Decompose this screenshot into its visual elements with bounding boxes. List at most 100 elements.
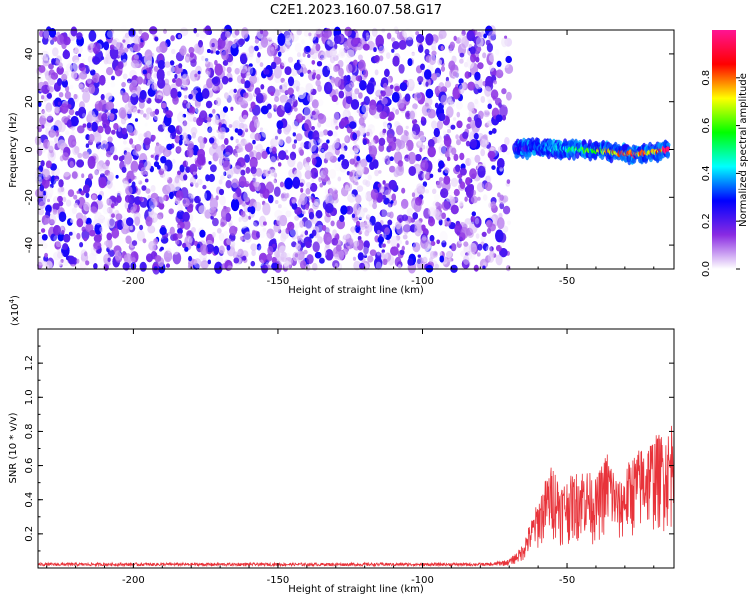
- heatmap-cell: [495, 48, 500, 56]
- heatmap-cell: [163, 28, 167, 34]
- heatmap-cell: [412, 212, 419, 220]
- heatmap-cell: [415, 31, 420, 36]
- heatmap-cell: [230, 106, 234, 111]
- heatmap-cell: [293, 139, 297, 144]
- heatmap-cell: [109, 112, 115, 122]
- heatmap-cell: [339, 215, 345, 222]
- heatmap-cell: [74, 45, 83, 54]
- heatmap-cell: [312, 262, 318, 271]
- heatmap-cell: [62, 166, 71, 177]
- heatmap-cell: [394, 256, 402, 267]
- heatmap-cell: [411, 192, 416, 198]
- heatmap-cell: [311, 229, 317, 237]
- heatmap-cell: [58, 179, 64, 188]
- heatmap-cell: [79, 242, 84, 248]
- heatmap-cell: [163, 171, 170, 181]
- heatmap-cell: [376, 251, 381, 256]
- heatmap-cell: [257, 52, 261, 58]
- heatmap-cell: [130, 59, 140, 69]
- heatmap-cell: [458, 78, 464, 85]
- heatmap-cell: [224, 92, 229, 99]
- heatmap-cell: [177, 203, 183, 212]
- heatmap-cell: [58, 261, 63, 267]
- heatmap-cell: [124, 32, 130, 39]
- heatmap-cell: [336, 138, 340, 144]
- chart-title: C2E1.2023.160.07.58.G17: [270, 3, 442, 18]
- heatmap-cell: [288, 238, 293, 244]
- heatmap-cell: [388, 141, 397, 151]
- heatmap-cell: [69, 84, 74, 90]
- heatmap-cell: [416, 34, 425, 43]
- heatmap-cell: [174, 175, 180, 184]
- heatmap-cell: [305, 220, 312, 229]
- heatmap-cell: [99, 226, 104, 232]
- heatmap-cell: [448, 47, 453, 54]
- heatmap-cell: [342, 248, 349, 256]
- heatmap-cell: [166, 263, 170, 268]
- heatmap-cell: [506, 179, 511, 185]
- heatmap-cell: [436, 120, 443, 130]
- heatmap-cell: [486, 52, 494, 61]
- heatmap-cell: [91, 169, 99, 179]
- heatmap-cell: [164, 247, 168, 252]
- heatmap-cell: [133, 212, 142, 226]
- heatmap-cell: [366, 131, 370, 137]
- heatmap-cell: [484, 85, 492, 97]
- heatmap-cell: [336, 244, 342, 252]
- heatmap-cell: [422, 144, 426, 150]
- heatmap-cell: [241, 202, 246, 207]
- heatmap-cell: [166, 143, 173, 151]
- heatmap-cell: [327, 63, 332, 71]
- heatmap-cell: [165, 110, 173, 119]
- heatmap-cell: [239, 64, 248, 74]
- heatmap-cell: [459, 202, 464, 209]
- heatmap-cell: [239, 236, 244, 241]
- heatmap-cell: [493, 256, 498, 263]
- heatmap-cell: [344, 184, 349, 191]
- heatmap-cell: [456, 231, 460, 236]
- heatmap-cell: [328, 168, 337, 179]
- heatmap-cell: [431, 45, 436, 52]
- heatmap-cell: [439, 57, 445, 65]
- heatmap-cell: [91, 194, 97, 200]
- heatmap-cell: [274, 209, 283, 219]
- heatmap-cell: [439, 255, 445, 263]
- heatmap-cell: [76, 159, 84, 168]
- heatmap-cell: [88, 173, 94, 180]
- heatmap-cell: [475, 233, 480, 239]
- heatmap-cell: [78, 83, 85, 91]
- heatmap-cell: [103, 41, 110, 51]
- heatmap-cell: [104, 241, 109, 246]
- heatmap-cell: [182, 197, 190, 208]
- heatmap-cell: [212, 108, 216, 114]
- heatmap-cell: [376, 104, 383, 113]
- heatmap-cell: [204, 209, 212, 219]
- heatmap-cell: [419, 147, 423, 153]
- heatmap-cell: [77, 152, 83, 159]
- heatmap-cell: [50, 72, 59, 80]
- heatmap-cell: [317, 236, 323, 244]
- heatmap-cell: [133, 43, 141, 52]
- heatmap-cell: [273, 186, 281, 197]
- heatmap-cell: [303, 105, 313, 120]
- heatmap-cell: [450, 204, 459, 215]
- heatmap-cell: [482, 52, 487, 59]
- heatmap-cell: [445, 247, 453, 259]
- heatmap-cell: [128, 46, 134, 54]
- heatmap-cell: [468, 108, 476, 119]
- heatmap-cell: [263, 221, 267, 226]
- heatmap-cell: [456, 139, 461, 146]
- heatmap-cell: [434, 102, 439, 109]
- heatmap-cell: [185, 56, 189, 61]
- heatmap-cell: [420, 63, 425, 70]
- heatmap-cell: [48, 63, 54, 70]
- heatmap-cell: [197, 154, 206, 166]
- heatmap-cell: [352, 38, 359, 45]
- heatmap-cell: [486, 174, 492, 183]
- heatmap-cell: [261, 128, 269, 138]
- heatmap-cell: [144, 122, 148, 127]
- heatmap-cell: [404, 93, 411, 102]
- heatmap-cell: [274, 200, 279, 204]
- heatmap-cell: [180, 84, 184, 90]
- heatmap-cell: [68, 108, 75, 116]
